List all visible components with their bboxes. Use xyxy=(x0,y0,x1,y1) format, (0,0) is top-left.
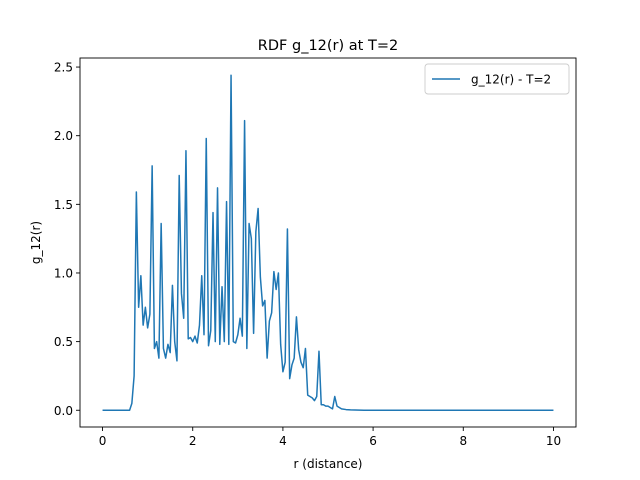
x-tick-label: 8 xyxy=(459,434,467,448)
y-axis: 0.0 0.5 1.0 1.5 2.0 2.5 xyxy=(54,61,80,418)
x-tick-label: 6 xyxy=(369,434,377,448)
y-axis-label: g_12(r) xyxy=(29,221,43,264)
x-tick-label: 2 xyxy=(189,434,197,448)
y-tick-label: 1.5 xyxy=(54,198,73,212)
legend-box xyxy=(424,63,570,95)
y-tick-label: 2.5 xyxy=(54,61,73,75)
y-tick-label: 0.5 xyxy=(54,335,73,349)
plot-layer xyxy=(102,74,554,411)
x-axis: 0 2 4 6 8 10 xyxy=(99,427,561,448)
x-tick-label: 0 xyxy=(99,434,107,448)
legend-label: g_12(r) - T=2 xyxy=(471,73,551,87)
x-axis-label: r (distance) xyxy=(294,457,363,471)
y-tick-label: 1.0 xyxy=(54,266,73,280)
x-tick-label: 4 xyxy=(279,434,287,448)
series-line-0 xyxy=(102,74,554,411)
y-tick-label: 0.0 xyxy=(54,404,73,418)
chart-title: RDF g_12(r) at T=2 xyxy=(258,38,398,54)
y-tick-label: 2.0 xyxy=(54,129,73,143)
x-tick-label: 10 xyxy=(546,434,561,448)
legend: g_12(r) - T=2 xyxy=(424,63,570,95)
plot-frame xyxy=(79,57,577,428)
